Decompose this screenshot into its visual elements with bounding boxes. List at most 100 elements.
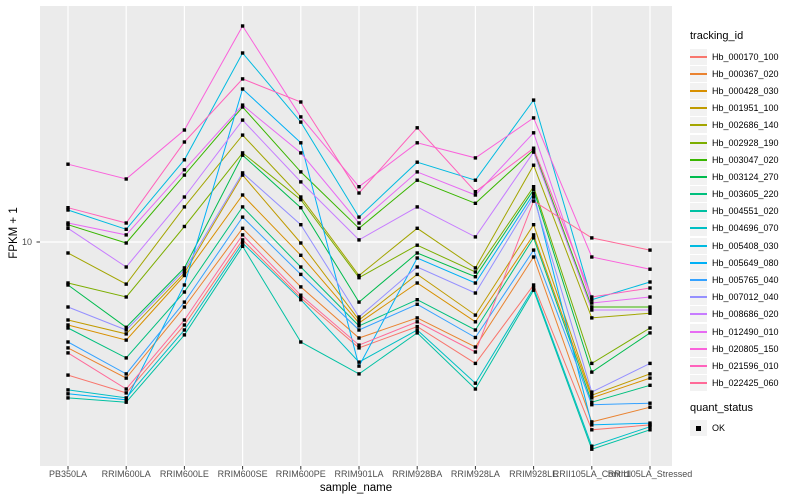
- legend-color-line: [690, 313, 707, 316]
- x-tick-label: RRII105LA_Control: [552, 469, 631, 479]
- data-point-marker: [124, 338, 128, 342]
- legend-color-line: [690, 89, 707, 92]
- data-point-marker: [182, 318, 187, 322]
- data-point-marker: [240, 205, 245, 209]
- data-point-marker: [182, 305, 187, 309]
- tracking-id-legend-title: tracking_id: [690, 30, 744, 42]
- data-point-marker: [124, 295, 128, 299]
- data-point-marker: [415, 320, 419, 324]
- quant-status-legend-title: quant_status: [690, 401, 753, 414]
- data-point-marker: [299, 285, 303, 289]
- data-point-marker: [415, 324, 419, 329]
- legend-key-swatch: [690, 48, 707, 65]
- data-point-marker: [182, 333, 187, 337]
- legend-entry-label: Hb_004551_020: [712, 206, 779, 217]
- data-point-marker: [124, 328, 128, 332]
- data-point-marker: [357, 315, 361, 319]
- data-point-marker: [590, 308, 594, 312]
- data-point-marker: [590, 444, 594, 448]
- data-point-marker: [648, 421, 652, 425]
- legend-key-swatch: [690, 357, 707, 374]
- data-point-marker: [66, 392, 70, 396]
- legend-key-swatch: [690, 237, 707, 254]
- data-point-marker: [124, 233, 128, 237]
- data-point-marker: [182, 205, 187, 209]
- data-point-marker: [531, 288, 536, 292]
- data-point-marker: [357, 360, 361, 364]
- legend-entry: Hb_002928_190: [690, 134, 800, 151]
- legend-entry: Hb_005649_080: [690, 254, 800, 271]
- panel-background: [40, 6, 672, 466]
- data-point-marker: [648, 305, 652, 309]
- x-tick-label: RRIM928BA: [392, 469, 443, 479]
- legend-key-swatch: [690, 323, 707, 340]
- legend-key-swatch: [690, 100, 707, 117]
- legend-entry: Hb_022425_060: [690, 375, 800, 392]
- data-point-marker: [182, 283, 187, 287]
- legend-key-swatch: [690, 289, 707, 306]
- legend-entry-label: Hb_020805_150: [712, 343, 779, 354]
- legend-entry: Hb_000428_030: [690, 82, 800, 99]
- legend-entry-label: Hb_003047_020: [712, 154, 779, 165]
- data-point-marker: [66, 208, 70, 212]
- data-point-marker: [357, 346, 361, 350]
- data-point-marker: [648, 267, 652, 271]
- data-point-marker: [124, 227, 128, 231]
- data-point-marker: [299, 100, 303, 104]
- legend-entry: Hb_000367_020: [690, 65, 800, 82]
- data-point-marker: [531, 195, 536, 199]
- data-point-marker: [357, 191, 361, 195]
- data-point-marker: [531, 192, 536, 196]
- data-point-marker: [590, 393, 594, 397]
- data-point-marker: [357, 318, 361, 322]
- data-point-marker: [66, 346, 70, 350]
- data-point-marker: [182, 290, 187, 294]
- data-point-marker: [473, 361, 478, 366]
- data-point-marker: [415, 205, 419, 209]
- legend-color-line: [690, 210, 707, 213]
- data-point-marker: [590, 236, 594, 240]
- data-point-marker: [240, 105, 245, 109]
- data-point-marker: [299, 265, 303, 269]
- legend-color-line: [690, 175, 707, 178]
- data-point-marker: [124, 396, 128, 400]
- data-point-marker: [590, 396, 594, 400]
- data-point-marker: [648, 311, 652, 315]
- data-point-marker: [240, 215, 245, 219]
- data-point-marker: [531, 286, 536, 290]
- x-tick-label: RRII105LA_Stressed: [607, 469, 693, 479]
- data-point-marker: [66, 305, 70, 309]
- data-point-marker: [531, 233, 536, 237]
- data-point-marker: [299, 151, 303, 155]
- data-point-marker: [590, 305, 594, 309]
- legend-entry: Hb_000170_100: [690, 48, 800, 65]
- data-point-marker: [648, 423, 652, 427]
- data-point-marker: [182, 128, 187, 132]
- x-tick-label: RRIM600LE: [159, 469, 209, 479]
- legend-entry-label: Hb_000428_030: [712, 85, 779, 96]
- data-point-marker: [648, 286, 652, 290]
- data-point-marker: [590, 295, 594, 299]
- data-point-marker: [66, 206, 70, 210]
- data-point-marker: [124, 376, 128, 380]
- data-point-marker: [182, 271, 187, 275]
- data-point-marker: [124, 332, 128, 336]
- data-point-marker: [531, 188, 536, 192]
- data-point-marker: [124, 282, 128, 286]
- data-point-marker: [66, 318, 70, 322]
- data-point-marker: [648, 401, 652, 405]
- legend-color-line: [690, 347, 707, 350]
- legend-entry: Hb_003124_270: [690, 168, 800, 185]
- data-point-marker: [648, 295, 652, 299]
- legend-color-line: [690, 227, 707, 230]
- data-point-marker: [590, 420, 594, 424]
- legend-entry-label: Hb_022425_060: [712, 378, 779, 389]
- data-point-marker: [648, 376, 652, 380]
- legend-color-line: [690, 72, 707, 75]
- data-point-marker: [590, 298, 594, 302]
- data-point-marker: [531, 131, 536, 135]
- data-point-marker: [124, 241, 128, 245]
- data-point-marker: [648, 405, 652, 409]
- data-point-marker: [357, 300, 361, 304]
